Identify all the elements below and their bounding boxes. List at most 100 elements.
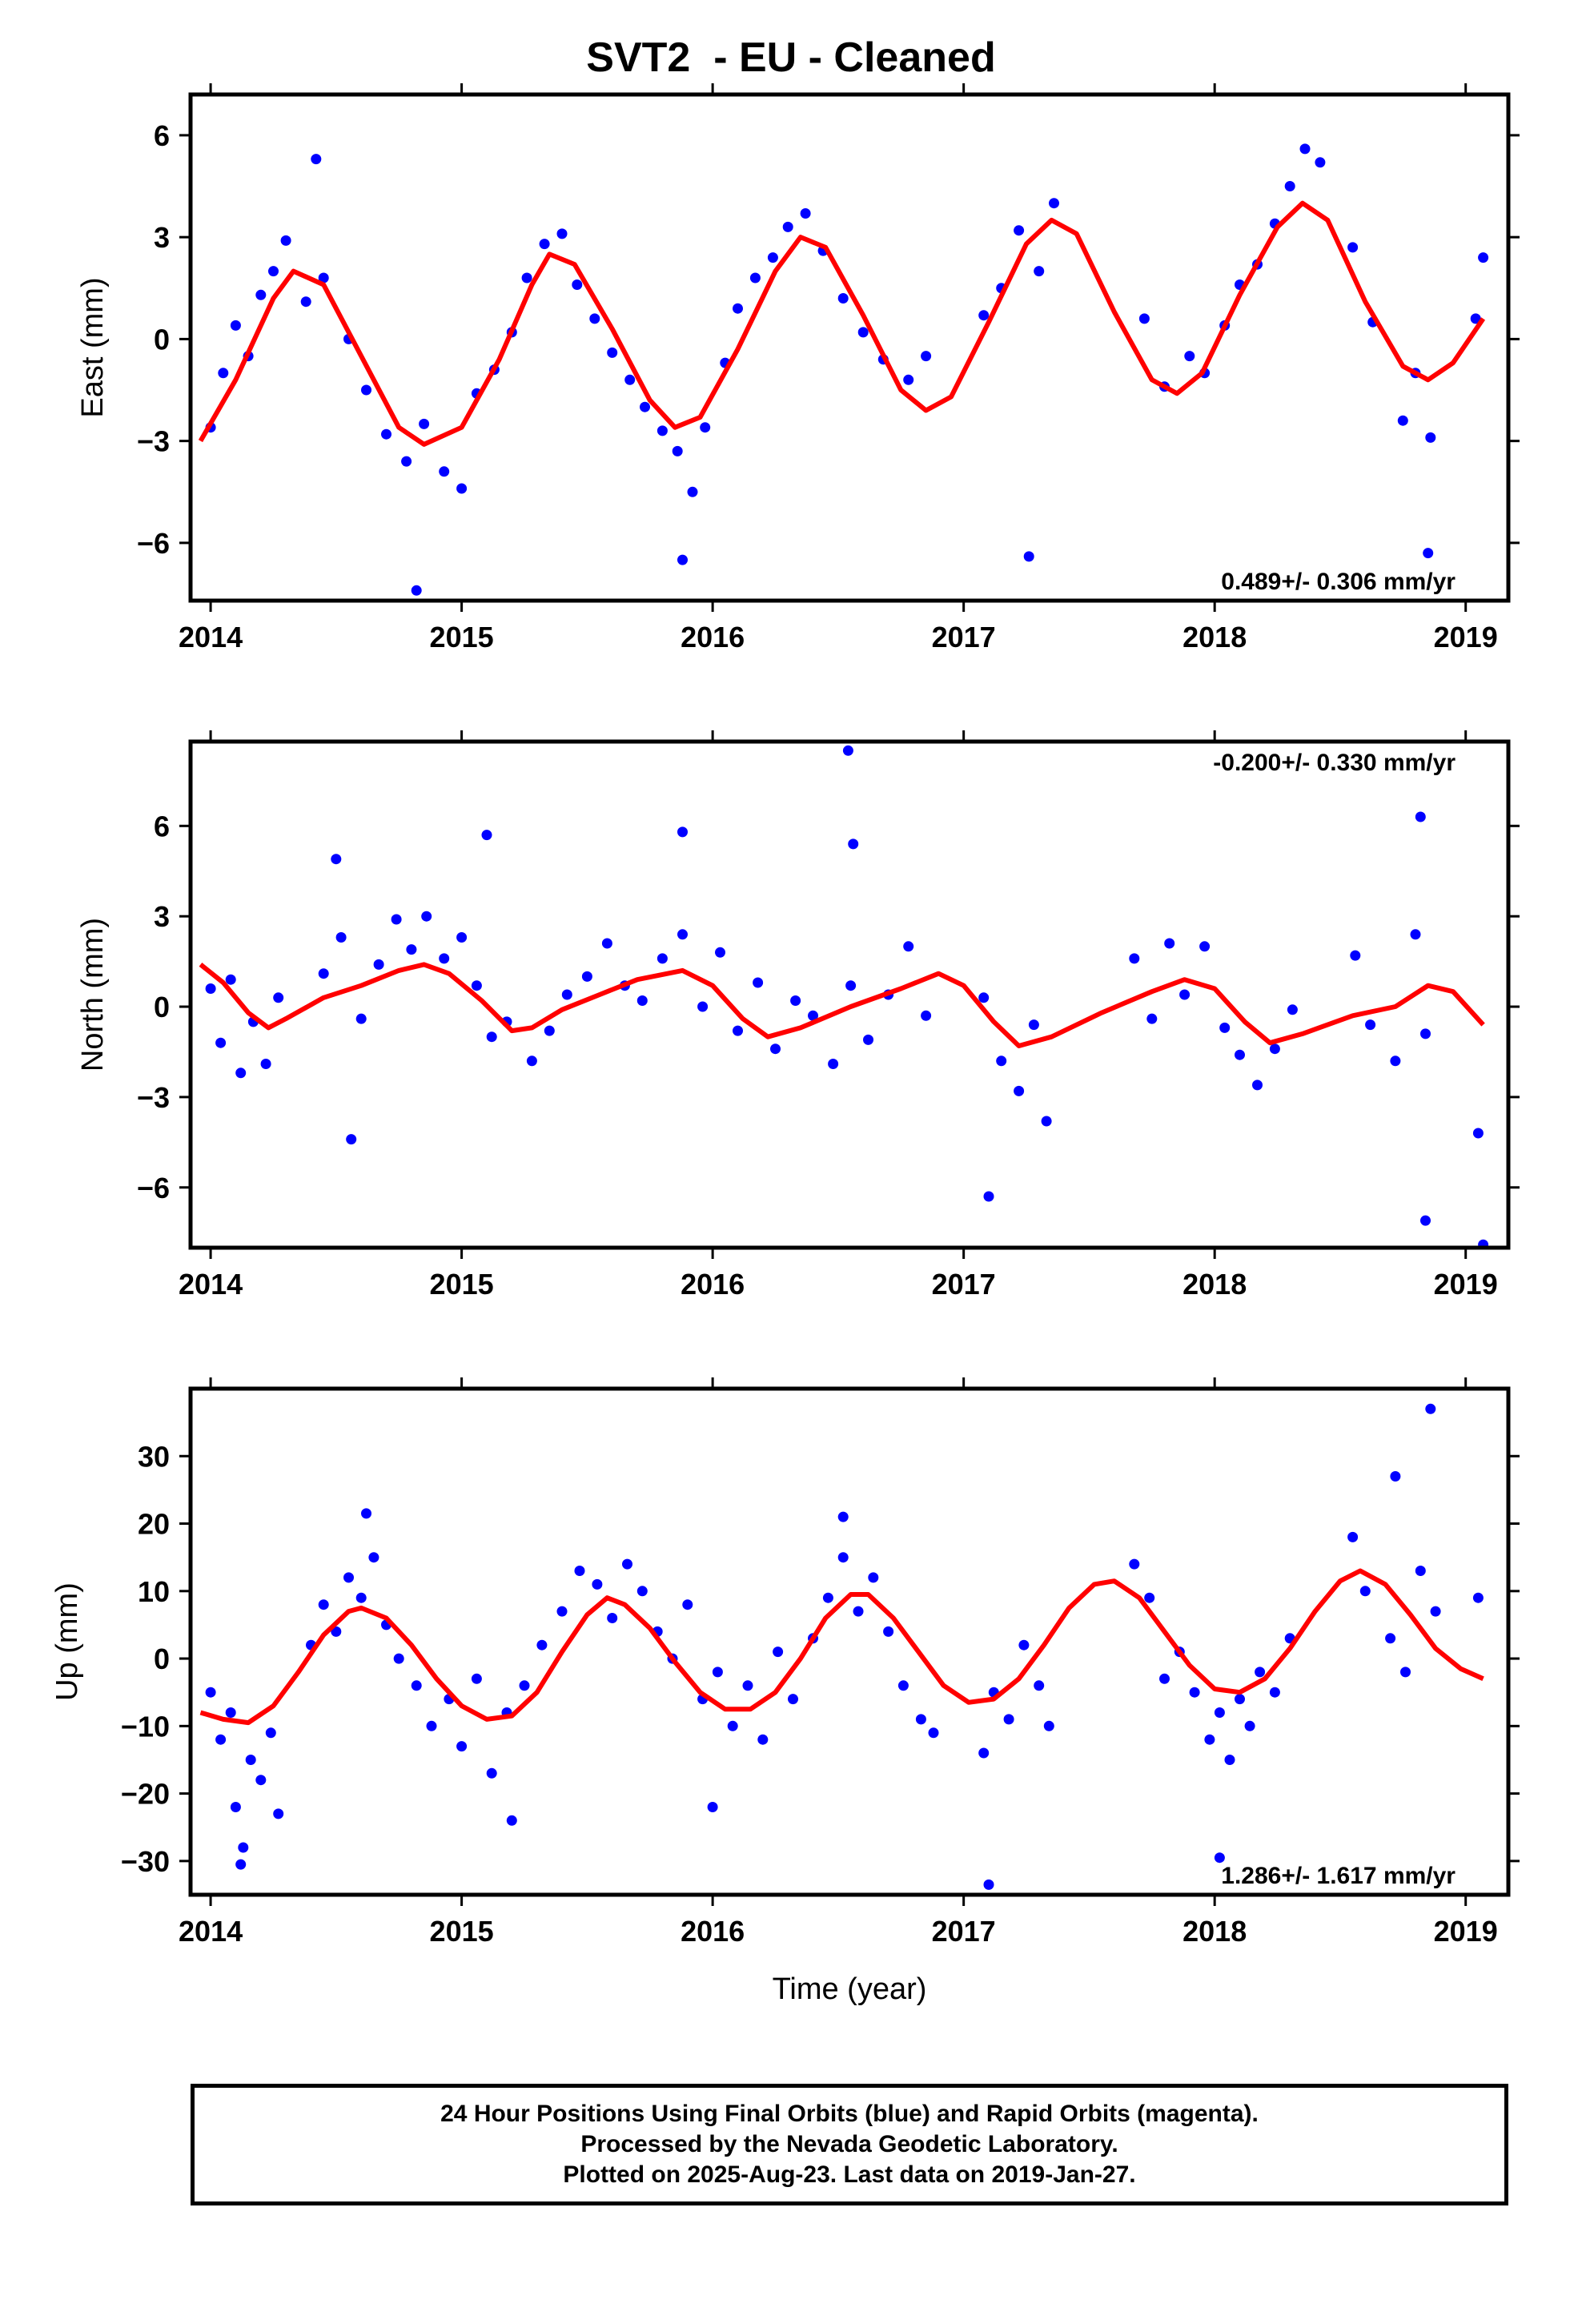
- y-tick-label: 0: [154, 1642, 170, 1675]
- x-tick-label: 2018: [1182, 1268, 1247, 1301]
- data-point: [857, 327, 869, 338]
- data-point: [1214, 1707, 1225, 1718]
- data-point: [1034, 266, 1045, 277]
- data-point: [837, 1552, 849, 1563]
- fit-curve: [198, 200, 1486, 447]
- data-point: [225, 974, 236, 985]
- data-point: [1470, 313, 1481, 324]
- data-point: [1018, 1639, 1030, 1651]
- data-point: [921, 351, 932, 362]
- data-point: [426, 1720, 437, 1731]
- data-point: [318, 1599, 329, 1610]
- data-point: [682, 1599, 693, 1610]
- data-point: [561, 989, 572, 1000]
- data-point: [1478, 1239, 1489, 1248]
- data-point: [1269, 1043, 1280, 1055]
- data-point: [439, 466, 450, 477]
- data-point: [1255, 1667, 1266, 1678]
- x-tick-label: 2017: [932, 621, 996, 653]
- data-point: [1199, 941, 1211, 952]
- data-point: [1390, 1471, 1401, 1482]
- data-point: [521, 272, 532, 283]
- x-tick-label: 2014: [179, 1915, 243, 1948]
- data-point: [757, 1734, 769, 1745]
- data-point: [733, 1025, 743, 1036]
- data-point: [343, 1572, 354, 1583]
- data-point: [1146, 1013, 1158, 1024]
- data-point: [230, 1802, 241, 1812]
- y-tick-label: −6: [137, 527, 170, 560]
- data-point: [1390, 1055, 1401, 1067]
- data-point: [273, 1808, 284, 1819]
- data-point: [1365, 1019, 1376, 1031]
- y-tick-label: −20: [121, 1778, 170, 1811]
- y-tick-label: 0: [154, 991, 170, 1023]
- data-point: [255, 289, 267, 300]
- data-point: [607, 347, 618, 358]
- y-axis-label: East (mm): [76, 277, 110, 417]
- data-point: [506, 1815, 517, 1826]
- plot-frame: [188, 92, 1511, 603]
- data-point: [1420, 1028, 1431, 1039]
- data-point: [331, 1626, 342, 1637]
- y-tick-label: 6: [154, 810, 170, 842]
- x-tick-label: 2015: [430, 621, 494, 653]
- data-point: [401, 456, 412, 467]
- data-point: [215, 1734, 227, 1745]
- x-tick-label: 2018: [1182, 621, 1247, 653]
- data-point: [1350, 950, 1361, 961]
- data-point: [381, 428, 391, 440]
- y-tick-label: 6: [154, 119, 170, 152]
- x-axis-label: Time (year): [773, 1972, 927, 2006]
- data-point: [837, 1511, 849, 1522]
- y-axis-label: North (mm): [76, 918, 110, 1072]
- data-point: [800, 208, 811, 219]
- data-point: [656, 953, 668, 964]
- data-point: [1034, 1680, 1045, 1691]
- data-point: [526, 1055, 537, 1067]
- y-tick-label: 20: [138, 1508, 170, 1541]
- data-point: [539, 239, 550, 250]
- x-tick-label: 2017: [932, 1915, 996, 1948]
- data-point: [235, 1068, 247, 1079]
- data-point: [238, 1842, 249, 1853]
- data-point: [1164, 938, 1175, 949]
- data-point: [311, 154, 322, 165]
- data-point: [842, 745, 853, 756]
- data-point: [1219, 1022, 1231, 1033]
- data-point: [1003, 1714, 1014, 1725]
- data-point: [536, 1639, 548, 1651]
- data-point: [996, 1055, 1007, 1067]
- x-tick-label: 2016: [681, 621, 745, 653]
- data-point: [848, 838, 859, 850]
- data-point: [230, 320, 241, 331]
- data-point: [903, 374, 914, 385]
- data-point: [1144, 1592, 1155, 1603]
- data-point: [1410, 929, 1421, 940]
- x-tick-label: 2019: [1434, 621, 1498, 653]
- data-point: [273, 992, 284, 1003]
- data-point: [1472, 1592, 1484, 1603]
- data-point: [318, 272, 329, 283]
- x-tick-label: 2018: [1182, 1915, 1247, 1948]
- data-point: [456, 932, 468, 943]
- data-point: [767, 252, 778, 263]
- data-point: [1397, 415, 1408, 426]
- data-point: [268, 266, 279, 277]
- y-tick-label: −3: [137, 425, 170, 458]
- data-point: [218, 368, 229, 379]
- data-point: [1129, 1558, 1140, 1570]
- data-point: [411, 585, 422, 596]
- data-point: [828, 1059, 839, 1069]
- data-point: [636, 995, 648, 1006]
- data-point: [456, 1741, 468, 1752]
- data-point: [1138, 313, 1150, 324]
- data-point: [601, 938, 612, 949]
- data-point: [921, 1010, 932, 1021]
- data-point: [1400, 1667, 1411, 1678]
- data-point: [355, 1592, 367, 1603]
- rate-label: 0.489+/- 0.306 mm/yr: [1221, 569, 1456, 595]
- data-point: [519, 1680, 530, 1691]
- data-point: [439, 953, 450, 964]
- data-point: [1041, 1116, 1052, 1127]
